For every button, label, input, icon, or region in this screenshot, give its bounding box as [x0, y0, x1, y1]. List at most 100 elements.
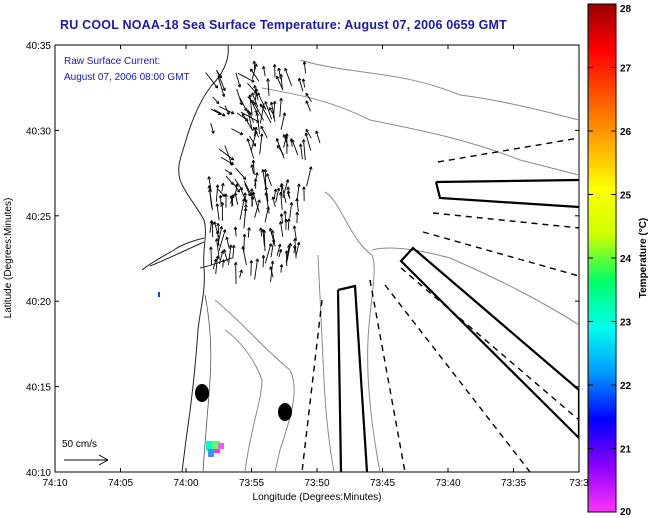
- current-vector: [295, 241, 301, 256]
- x-tick-label: 73:55: [239, 478, 264, 489]
- x-tick-label: 73:3: [569, 478, 589, 489]
- current-vector: [297, 77, 304, 92]
- colorbar-tick-label: 27: [620, 64, 632, 75]
- current-vector: [254, 258, 260, 280]
- bathymetry-contour: [371, 247, 579, 326]
- current-vector: [235, 167, 247, 180]
- y-tick-label: 40:25: [26, 212, 51, 223]
- colorbar-tick-label: 20: [620, 507, 632, 518]
- current-vector: [227, 244, 233, 265]
- current-vector: [208, 188, 213, 211]
- current-vector: [259, 105, 266, 124]
- current-vector: [279, 213, 284, 224]
- y-tick-label: 40:30: [26, 126, 51, 137]
- x-tick-label: 74:00: [173, 478, 198, 489]
- current-vector: [270, 260, 275, 282]
- current-vector: [298, 143, 303, 160]
- current-vector: [253, 178, 258, 189]
- current-vector: [231, 244, 236, 259]
- colorbar-tick-label: 25: [620, 191, 632, 202]
- current-vector: [213, 109, 226, 117]
- current-vector: [216, 70, 226, 92]
- current-vector: [269, 101, 276, 122]
- current-vector: [235, 72, 242, 88]
- current-vector: [296, 183, 301, 202]
- current-vector: [279, 264, 284, 273]
- current-vector: [271, 230, 275, 242]
- current-vector: [215, 255, 220, 275]
- restricted-zone: [399, 246, 579, 440]
- current-vector: [266, 173, 272, 186]
- current-vector: [259, 227, 263, 237]
- current-vector: [215, 230, 220, 247]
- current-vector-field: [205, 60, 321, 284]
- current-vector: [239, 97, 248, 112]
- plot-frame: [54, 44, 580, 473]
- map-title: RU COOL NOAA-18 Sea Surface Temperature:…: [60, 18, 507, 32]
- current-vector: [214, 238, 220, 260]
- bathymetry-contour: [261, 87, 579, 176]
- current-vector: [249, 188, 254, 207]
- coastline: [141, 237, 205, 271]
- current-vector: [250, 68, 260, 82]
- radar-station-marker: [195, 384, 209, 402]
- current-vector: [224, 193, 228, 208]
- current-vector: [233, 192, 239, 205]
- current-vector: [272, 64, 277, 78]
- current-vector: [260, 125, 268, 139]
- y-tick-label: 40:15: [26, 383, 51, 394]
- current-vector: [220, 156, 235, 165]
- current-vector: [268, 227, 276, 247]
- current-vector: [285, 244, 291, 263]
- current-vector: [251, 159, 256, 175]
- y-axis-ticks: 40:10 40:15 40:20 40:25 40:30 40:35: [26, 41, 579, 479]
- colorbar-label: Temperature (°C): [638, 218, 649, 299]
- current-vector: [233, 261, 238, 284]
- radar-station-marker: [278, 403, 292, 421]
- current-vector: [218, 229, 227, 251]
- current-vector: [236, 112, 249, 122]
- current-vector: [221, 259, 226, 268]
- current-vector: [264, 206, 270, 223]
- current-vector: [250, 164, 254, 174]
- current-vector: [291, 139, 299, 156]
- current-vector: [276, 243, 282, 256]
- restricted-zone: [434, 178, 579, 209]
- current-vector: [262, 229, 267, 251]
- current-vector: [224, 169, 233, 175]
- current-vector: [261, 255, 266, 268]
- colorbar-ticks: 20 21 22 23 24 25 26 27 28: [588, 3, 632, 518]
- current-vector: [259, 133, 264, 155]
- x-tick-label: 73:50: [304, 478, 329, 489]
- coastline: [178, 45, 229, 472]
- current-vector: [305, 100, 311, 112]
- current-vector: [215, 184, 220, 202]
- colorbar-tick-label: 24: [620, 254, 632, 265]
- current-vector: [225, 236, 230, 250]
- current-vector: [302, 186, 306, 201]
- coastline: [202, 294, 212, 472]
- current-vector: [275, 187, 281, 203]
- current-vector: [254, 199, 261, 218]
- current-vector: [279, 97, 283, 118]
- annotation-line1: Raw Surface Current:: [64, 56, 160, 67]
- current-vector: [218, 250, 225, 265]
- current-vector: [230, 194, 235, 204]
- current-vector: [304, 132, 312, 151]
- current-vector: [305, 92, 312, 102]
- bathymetry-contour: [214, 299, 295, 472]
- y-tick-label: 40:20: [26, 297, 51, 308]
- current-vector: [295, 211, 299, 224]
- current-vector: [246, 109, 253, 130]
- map-content: [141, 45, 579, 472]
- x-tick-label: 74:10: [42, 478, 67, 489]
- current-vector: [244, 204, 248, 215]
- current-vector: [289, 202, 294, 218]
- current-vector: [292, 225, 297, 241]
- current-vector: [246, 138, 255, 159]
- current-vector: [242, 233, 247, 253]
- bathymetry-contour: [317, 254, 335, 472]
- current-vector: [255, 112, 261, 134]
- current-vector: [243, 192, 247, 205]
- current-vector: [231, 128, 244, 136]
